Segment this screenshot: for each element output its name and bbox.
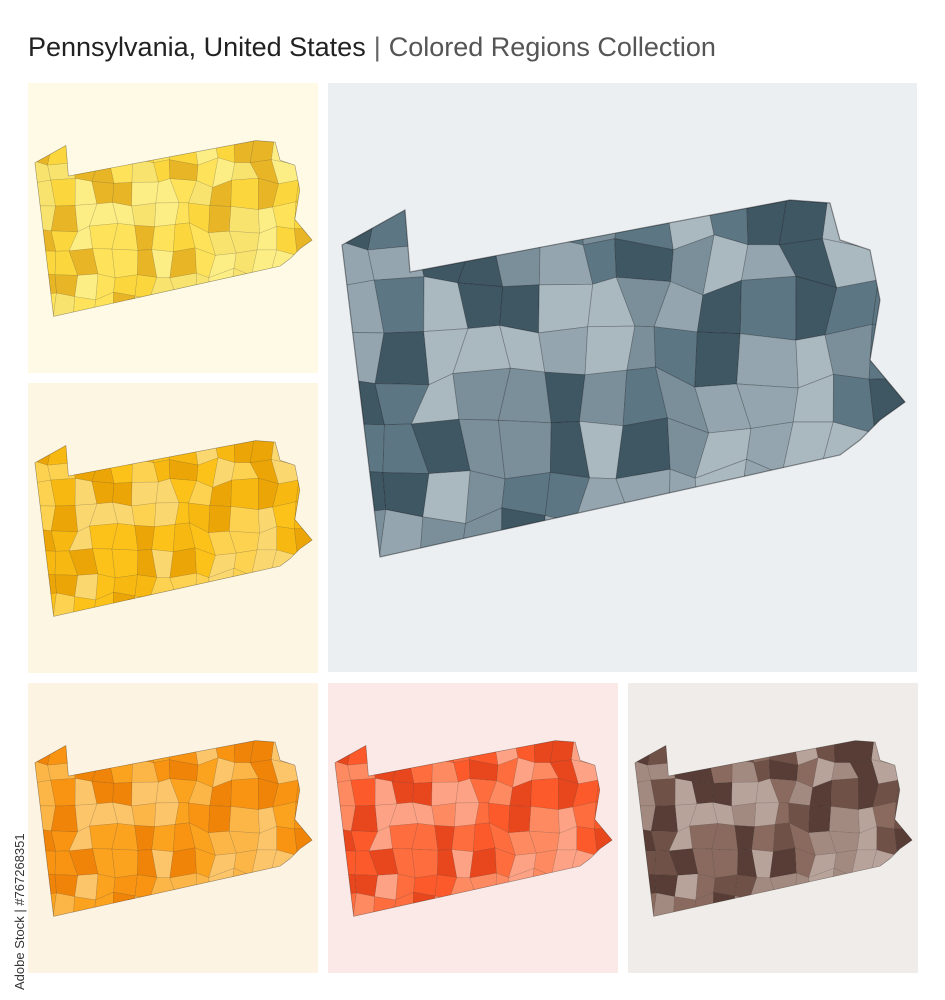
region [431,802,457,827]
region [830,777,859,810]
state-map [34,740,313,917]
region [50,505,78,532]
region [674,873,699,901]
region [111,848,139,879]
region [112,482,133,507]
region [208,805,232,833]
region [412,782,433,807]
region [731,781,759,807]
region [434,825,455,851]
region [451,824,476,852]
region [134,225,155,251]
region [230,177,259,210]
region [131,202,157,227]
region [530,777,559,810]
region [134,825,155,851]
region [52,292,75,317]
region [650,805,678,832]
state-outline [34,740,313,917]
side-note: Adobe Stock | #767268351 [12,833,27,990]
region [469,847,497,879]
region [52,592,75,617]
regions [34,740,313,917]
region [208,505,232,533]
region [169,547,197,579]
region [694,331,741,388]
region [229,806,260,834]
state-outline [34,140,313,317]
region [151,824,176,852]
region [111,248,139,279]
region [131,481,159,507]
subtitle: Colored Regions Collection [389,32,716,62]
region [229,206,260,234]
region [151,524,176,552]
region [352,892,375,917]
state-outline [334,740,613,917]
region [50,205,78,232]
region [134,525,155,551]
region [529,806,560,834]
region [711,848,739,879]
state-outline [634,740,913,917]
region [508,805,532,833]
region [538,326,589,376]
region [112,782,133,807]
region [578,369,628,427]
region [411,848,439,879]
region [731,802,757,827]
region [131,181,159,207]
region [131,502,157,527]
region [499,284,540,334]
region [378,509,424,557]
region [230,777,259,810]
map-panels [28,83,918,973]
region [374,873,399,901]
region [544,371,586,424]
region [151,224,176,252]
region [111,548,139,579]
title: Pennsylvania, United States [28,32,366,62]
region [208,205,232,233]
region [538,283,594,334]
region [131,802,157,827]
region [131,781,159,807]
region [829,806,860,834]
separator: | [374,32,381,62]
region [350,805,378,832]
region [808,805,832,833]
region [734,825,755,851]
region [74,273,99,301]
region [52,892,75,917]
region [74,873,99,901]
region [431,781,459,807]
region [652,892,675,917]
region [169,247,197,279]
region [374,331,430,386]
region [769,847,797,879]
region [739,275,797,341]
region [422,470,471,525]
region [74,573,99,601]
region [615,417,671,480]
region [712,782,733,807]
state-outline [341,199,906,558]
state-outline [34,440,313,617]
region [751,824,776,852]
header: Pennsylvania, United States | Colored Regi… [28,32,716,62]
region [169,847,197,879]
region [736,333,799,389]
region [230,477,259,510]
region [229,506,260,534]
region [112,182,133,207]
region [498,419,552,480]
region [50,805,78,832]
